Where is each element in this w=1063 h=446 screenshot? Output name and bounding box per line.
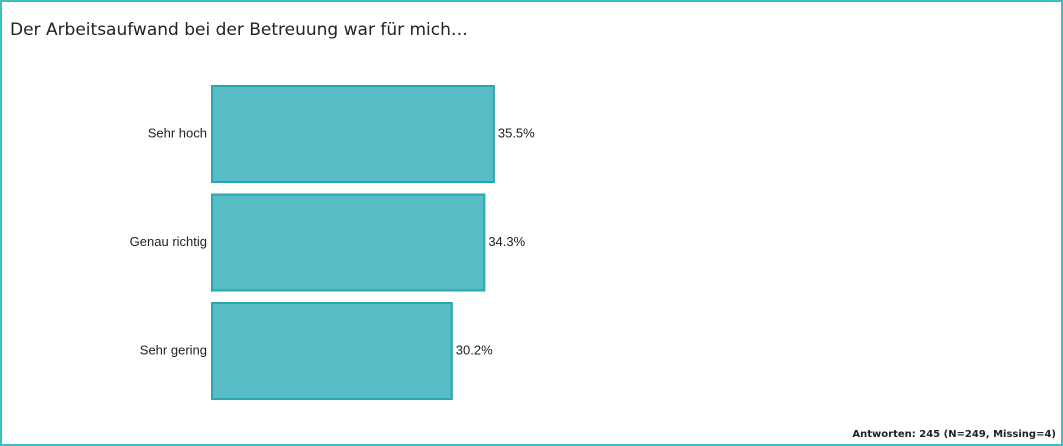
value-label: 30.2% bbox=[456, 342, 493, 357]
bar bbox=[211, 193, 486, 292]
note: Antworten: 245 (N=249, Missing=4) bbox=[852, 429, 1056, 440]
value-label: 34.3% bbox=[488, 234, 525, 249]
chart-title: Der Arbeitsaufwand bei der Betreuung war… bbox=[10, 20, 468, 40]
bar bbox=[211, 85, 495, 183]
value-label: 35.5% bbox=[498, 125, 535, 140]
category-label: Sehr hoch bbox=[148, 125, 207, 140]
bar bbox=[211, 302, 453, 400]
category-label: Sehr gering bbox=[140, 342, 207, 357]
category-label: Genau richtig bbox=[130, 234, 207, 249]
